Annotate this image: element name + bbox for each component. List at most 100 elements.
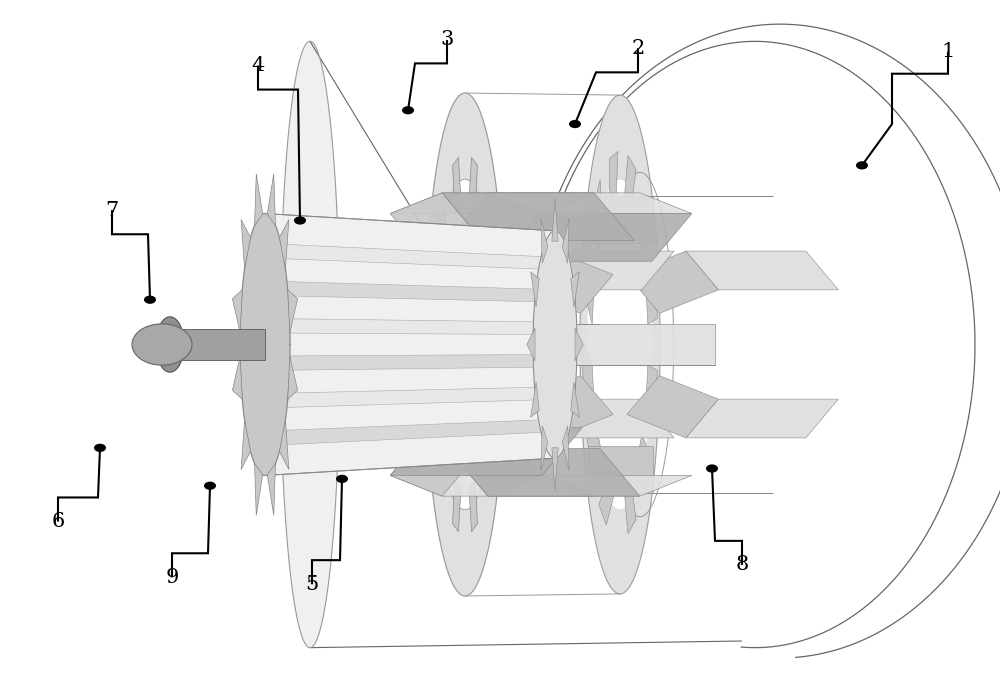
Polygon shape (586, 433, 603, 470)
Polygon shape (584, 249, 594, 324)
Polygon shape (627, 376, 718, 438)
Polygon shape (488, 475, 692, 496)
Polygon shape (624, 478, 636, 533)
Polygon shape (562, 426, 569, 471)
Polygon shape (453, 157, 461, 209)
Polygon shape (500, 214, 692, 261)
Polygon shape (267, 174, 275, 225)
Text: 9: 9 (165, 568, 179, 587)
Polygon shape (531, 382, 539, 418)
Polygon shape (156, 317, 184, 372)
Polygon shape (367, 324, 447, 365)
Polygon shape (240, 214, 290, 475)
Polygon shape (483, 324, 563, 365)
Circle shape (706, 464, 718, 473)
Polygon shape (448, 428, 540, 496)
Polygon shape (390, 428, 582, 475)
Circle shape (294, 216, 306, 225)
Polygon shape (522, 251, 613, 313)
Polygon shape (491, 280, 501, 324)
Polygon shape (563, 324, 715, 365)
Polygon shape (575, 328, 583, 361)
Polygon shape (288, 289, 298, 333)
Polygon shape (571, 271, 579, 307)
Circle shape (402, 106, 414, 114)
Polygon shape (390, 475, 594, 496)
Polygon shape (232, 289, 242, 333)
Polygon shape (433, 179, 497, 510)
Text: 3: 3 (440, 30, 454, 50)
Polygon shape (599, 478, 616, 525)
Polygon shape (469, 157, 477, 209)
Polygon shape (646, 276, 657, 324)
Polygon shape (273, 318, 550, 335)
Polygon shape (273, 244, 550, 269)
Polygon shape (170, 329, 265, 360)
Polygon shape (588, 181, 652, 508)
Polygon shape (273, 354, 550, 371)
Polygon shape (273, 281, 550, 302)
Polygon shape (448, 449, 640, 496)
Polygon shape (273, 420, 550, 445)
Circle shape (132, 324, 192, 365)
Polygon shape (637, 433, 650, 491)
Polygon shape (241, 420, 251, 469)
Polygon shape (627, 251, 718, 313)
Polygon shape (491, 365, 501, 409)
Polygon shape (571, 382, 579, 418)
Polygon shape (588, 446, 652, 493)
Polygon shape (390, 193, 594, 214)
Polygon shape (522, 251, 674, 290)
Polygon shape (562, 218, 569, 263)
Polygon shape (552, 199, 558, 241)
Polygon shape (552, 448, 558, 490)
Polygon shape (637, 198, 650, 256)
Polygon shape (273, 387, 550, 408)
Polygon shape (390, 193, 482, 261)
Polygon shape (527, 328, 535, 361)
Circle shape (856, 161, 868, 169)
Polygon shape (593, 180, 603, 256)
Text: 7: 7 (105, 200, 119, 220)
Polygon shape (522, 376, 613, 438)
Polygon shape (265, 214, 555, 475)
Polygon shape (531, 271, 539, 307)
Polygon shape (390, 428, 482, 496)
Polygon shape (280, 41, 340, 648)
Polygon shape (241, 220, 251, 269)
Polygon shape (533, 231, 577, 458)
Polygon shape (646, 365, 657, 413)
Polygon shape (279, 220, 289, 269)
Polygon shape (255, 464, 263, 515)
Polygon shape (686, 251, 838, 290)
Polygon shape (425, 93, 505, 596)
Polygon shape (429, 365, 439, 409)
Polygon shape (448, 193, 540, 261)
Polygon shape (541, 218, 548, 263)
Polygon shape (267, 464, 275, 515)
Polygon shape (624, 156, 636, 211)
Polygon shape (488, 193, 692, 214)
Circle shape (336, 475, 348, 483)
Polygon shape (469, 480, 477, 532)
Polygon shape (429, 280, 439, 324)
Polygon shape (482, 199, 493, 254)
Polygon shape (453, 480, 461, 532)
Text: 5: 5 (305, 575, 319, 594)
Polygon shape (686, 399, 838, 438)
Polygon shape (482, 435, 493, 490)
Polygon shape (588, 196, 652, 243)
Polygon shape (442, 193, 634, 240)
Polygon shape (288, 356, 298, 400)
Polygon shape (522, 399, 674, 438)
Polygon shape (437, 435, 448, 490)
Polygon shape (255, 174, 263, 225)
Polygon shape (437, 199, 448, 254)
Text: 6: 6 (51, 512, 65, 531)
Polygon shape (541, 426, 548, 471)
Circle shape (204, 482, 216, 490)
Circle shape (569, 120, 581, 128)
Circle shape (144, 296, 156, 304)
Text: 2: 2 (631, 39, 645, 58)
Polygon shape (580, 95, 660, 594)
